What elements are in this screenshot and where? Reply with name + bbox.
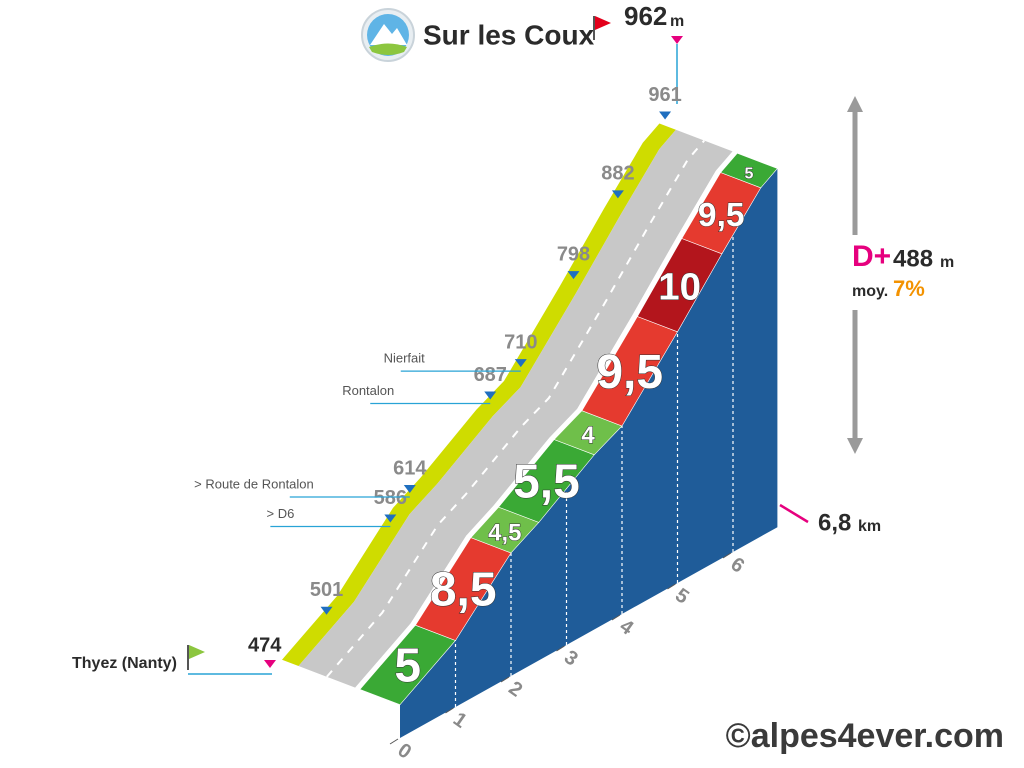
km-label: 0 [394,739,416,763]
marker-pointer [659,111,672,120]
place-name: Rontalon [342,383,394,398]
average-label: moy. [852,283,888,300]
marker-altitude: 687 [474,364,507,386]
km-tick [667,583,676,590]
km-label: 2 [505,677,527,701]
gradient-label: 5 [745,166,754,183]
marker-altitude: 961 [648,84,681,106]
gain-label: D+ [852,240,891,273]
summit-unit: m [670,13,684,30]
distance-unit: km [858,518,881,535]
gradient-label: 9,5 [698,197,745,234]
start-altitude: 474 [248,634,282,656]
road-border [355,151,738,690]
marker-altitude: 882 [601,163,634,185]
logo-grass [369,43,407,55]
km-tick [722,552,732,559]
km-tick [556,645,565,652]
start-name: Thyez (Nanty) [72,655,177,672]
summit-altitude: 962 [624,1,667,31]
marker-altitude: 798 [557,243,590,265]
marker-altitude: 586 [374,487,407,509]
front-face [400,168,778,738]
summit-pointer [671,36,683,44]
marker-altitude: 501 [310,579,343,601]
place-name: > D6 [267,506,295,521]
km-label: 3 [560,646,582,670]
marker-pointer [403,485,416,494]
gradient-label: 5,5 [513,456,580,509]
start-pointer [264,660,276,668]
distance-tick [779,503,809,524]
gradient-label: 10 [658,265,701,308]
marker-altitude: 710 [504,331,537,353]
start-block: Thyez (Nanty) 474 [72,634,282,675]
summary-block: D+ 488 m moy. 7% [847,96,954,454]
gradient-label: 8,5 [430,564,497,617]
km-tick [389,738,399,745]
km-tick [611,614,621,621]
km-label: 5 [671,584,693,608]
title-block: Sur les Coux 962 m [361,1,684,104]
credit: ©alpes4ever.com [726,717,1004,755]
place-name: > Route de Rontalon [194,476,314,491]
road-centerline [326,139,705,678]
marker-pointer [611,190,624,199]
chart-title: Sur les Coux [423,19,595,50]
summit-flag [595,16,611,30]
logo-mountain [370,24,407,45]
marker-pointer [514,359,527,368]
start-flag [189,645,205,659]
distance: 6,8 [818,509,851,536]
road-edge [282,123,676,666]
gradient-segment [720,152,778,189]
elevation-gain: 488 [893,245,933,272]
gain-unit: m [940,254,954,271]
gradient-label: 4,5 [488,519,521,546]
marker-altitude: 614 [393,457,427,479]
place-name: Nierfait [384,351,426,366]
km-label: 1 [449,708,471,732]
marker-pointer [567,271,580,280]
km-tick [500,676,510,683]
average-gradient: 7% [893,276,925,301]
marker-pointer [320,606,333,615]
km-label: 6 [727,553,749,577]
road [298,129,733,688]
marker-pointer [384,514,397,523]
km-label: 4 [616,615,638,640]
gradient-label: 4 [581,422,595,449]
marker-pointer [484,391,497,400]
gradient-label: 9,5 [596,346,663,399]
km-tick [445,707,454,714]
gradient-label: 5 [394,640,421,693]
